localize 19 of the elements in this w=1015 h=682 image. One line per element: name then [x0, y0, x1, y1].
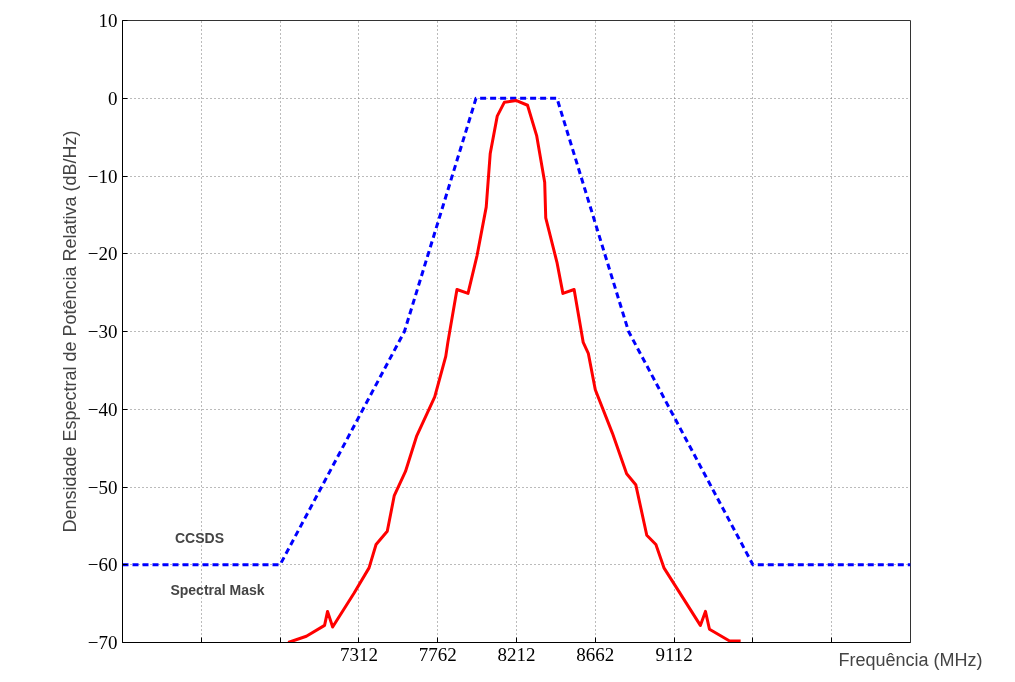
y-tick-label: −60	[87, 554, 118, 576]
line-series	[286, 99, 743, 643]
y-tick-label: 0	[108, 87, 118, 109]
y-tick-label: −20	[87, 243, 118, 265]
y-tick-label: −30	[87, 321, 118, 342]
y-tick-label: 10	[98, 10, 118, 31]
y-axis-title: Densidade Espectral de Potência Relativa (dB/Hz)	[59, 130, 80, 533]
x-tick-label: 7762	[418, 643, 457, 665]
annotation: Spectral Mask	[170, 581, 265, 598]
y-tick-label: −40	[87, 398, 118, 420]
x-tick-label: 8212	[497, 643, 536, 665]
y-tick-label: −10	[87, 165, 118, 187]
x-tick-label: 7312	[339, 643, 378, 665]
y-tick-label: −50	[87, 476, 118, 498]
y-tick-label: −70	[87, 632, 118, 653]
x-axis-title: Frequência (MHz)	[838, 649, 983, 670]
x-tick-label: 8662	[576, 643, 615, 665]
x-tick-label: 9112	[655, 643, 693, 665]
annotation: CCSDS	[175, 529, 225, 546]
